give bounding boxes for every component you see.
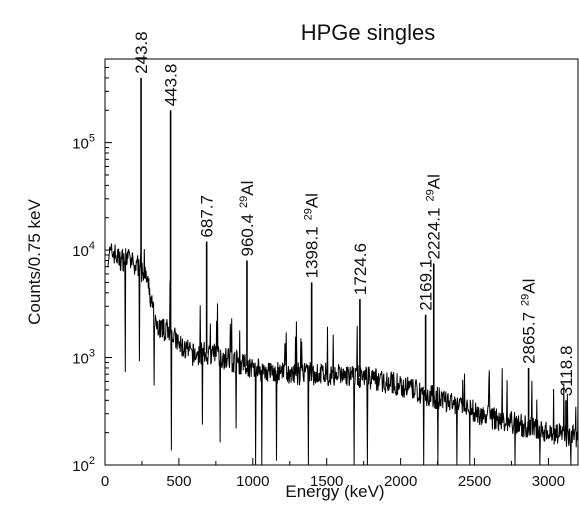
peak-label: 687.7 — [198, 195, 217, 238]
x-tick-label: 1000 — [236, 473, 269, 490]
y-tick-label: 102 — [72, 455, 95, 475]
x-axis-ticks — [104, 458, 549, 465]
peak-label: 243.8 — [132, 31, 151, 74]
peak-label: 2169.1 — [417, 259, 436, 311]
x-axis-tick-labels: 0 500 1000 1500 2000 2500 3000 — [101, 473, 565, 490]
x-axis-title: Energy (keV) — [285, 482, 384, 501]
y-axis-tick-labels: 102 103 104 105 — [72, 133, 95, 475]
y-tick-label: 104 — [72, 240, 95, 260]
y-tick-label: 105 — [72, 133, 95, 153]
x-tick-label: 3000 — [532, 473, 565, 490]
chart-title: HPGe singles — [301, 20, 436, 45]
spectrum-group — [107, 243, 579, 466]
y-tick-label: 103 — [72, 348, 95, 368]
plot-area — [104, 58, 579, 466]
spectrum-line — [107, 243, 579, 466]
peak-labels: 243.8 443.8 687.7 960.429Al 1398.129Al 1724.6… — [132, 31, 576, 396]
peak-label: 2224.129Al — [425, 174, 444, 259]
peak-label: 3118.8 — [557, 346, 576, 397]
peak-label: 1398.129Al — [303, 193, 322, 278]
x-tick-label: 1500 — [310, 473, 343, 490]
x-tick-label: 2000 — [384, 473, 417, 490]
plot-frame — [104, 58, 579, 466]
x-tick-label: 500 — [166, 473, 191, 490]
x-tick-label: 0 — [101, 473, 109, 490]
x-tick-label: 2500 — [458, 473, 491, 490]
y-axis-title: Counts/0.75 keV — [25, 199, 44, 325]
peak-label: 2865.729Al — [520, 279, 539, 364]
peak-lines — [140, 77, 567, 436]
y-axis-ticks — [105, 58, 112, 466]
peak-label: 1724.6 — [351, 243, 370, 295]
peak-label: 443.8 — [162, 64, 181, 107]
peak-label: 960.429Al — [238, 181, 257, 257]
